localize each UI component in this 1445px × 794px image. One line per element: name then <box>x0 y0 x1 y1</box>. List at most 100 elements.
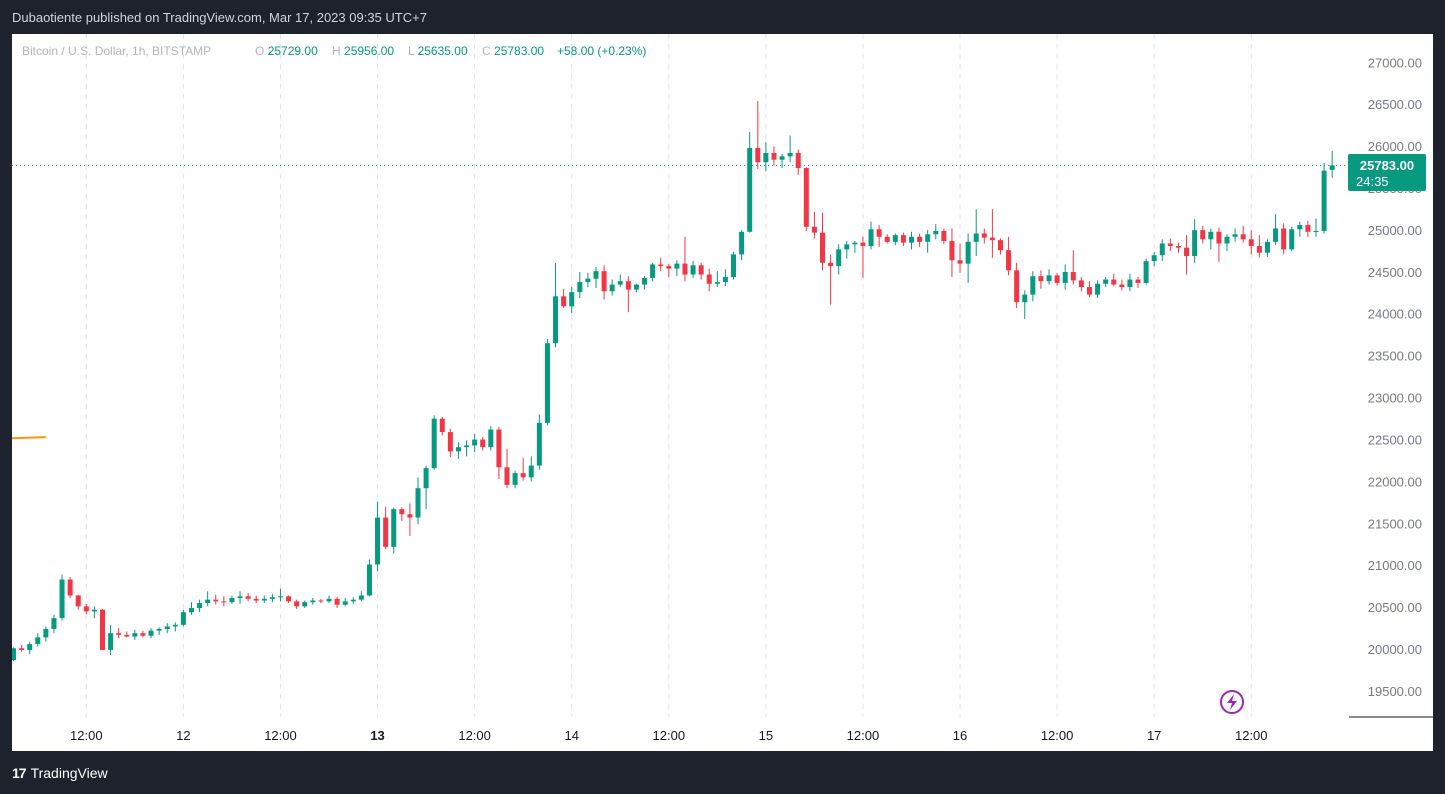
close-value: 25783.00 <box>494 44 544 58</box>
candle-body <box>593 271 599 279</box>
candle-body <box>771 153 777 160</box>
candle-body <box>12 648 16 661</box>
candle <box>1224 234 1230 252</box>
candle <box>59 574 65 621</box>
candle-body <box>366 564 372 596</box>
candle <box>577 272 583 298</box>
candle <box>1297 221 1303 237</box>
candle-body <box>795 153 801 169</box>
candle <box>876 225 882 247</box>
candle-body <box>1240 234 1246 240</box>
candle-body <box>1313 230 1319 232</box>
candle-body <box>1078 280 1084 288</box>
candle-body <box>1151 255 1157 262</box>
published-text: Dubaotiente published on TradingView.com… <box>12 10 427 25</box>
candle <box>795 149 801 175</box>
candle-body <box>1200 230 1206 240</box>
candle-body <box>99 609 105 650</box>
candle-body <box>973 233 979 242</box>
candle-body <box>1256 246 1262 253</box>
candle-body <box>1062 272 1068 283</box>
y-axis-tick-label: 20500.00 <box>1368 600 1422 615</box>
tradingview-brand[interactable]: 17 TradingView <box>12 765 108 781</box>
candle-body <box>1054 275 1060 283</box>
candle-body <box>1216 231 1222 244</box>
candle <box>342 597 348 607</box>
candle-body <box>213 599 219 602</box>
candle-body <box>892 235 898 242</box>
candle-body <box>415 488 421 518</box>
candle-body <box>464 445 470 448</box>
candle-body <box>164 626 170 630</box>
candle-body <box>197 603 203 609</box>
brand-name: TradingView <box>30 765 108 781</box>
candle <box>755 101 761 169</box>
candle-body <box>536 422 542 466</box>
candle <box>965 233 971 283</box>
candle <box>480 437 486 451</box>
candle-body <box>19 648 25 650</box>
candle <box>286 595 292 604</box>
candle-body <box>617 281 623 285</box>
candle <box>1313 218 1319 237</box>
candle-body <box>447 432 453 452</box>
candle <box>197 599 203 613</box>
close-label: C <box>482 44 491 58</box>
high-label: H <box>332 44 341 58</box>
candle <box>108 624 114 655</box>
candle <box>504 448 510 489</box>
candle-body <box>1030 276 1036 295</box>
candle-body <box>1119 284 1125 288</box>
candle <box>601 265 607 300</box>
candle-body <box>1014 270 1020 303</box>
candle-body <box>269 597 275 599</box>
candle-body <box>1022 294 1028 303</box>
candle <box>415 477 421 525</box>
candle <box>1159 239 1165 262</box>
chart-panel[interactable]: 19500.00 20000.00 20500.00 21000.00 21500.00… <box>12 34 1433 751</box>
candle-body <box>229 597 235 603</box>
candle <box>148 628 154 639</box>
candle <box>1305 220 1311 237</box>
candle <box>828 254 834 305</box>
candle <box>900 232 906 247</box>
candle <box>1086 281 1092 298</box>
candle-body <box>1038 276 1044 282</box>
high-value: 25956.00 <box>344 44 394 58</box>
candle <box>464 440 470 457</box>
candle <box>569 287 575 314</box>
candle <box>205 591 211 607</box>
candle-body <box>480 439 486 448</box>
candle <box>520 458 526 481</box>
snapshot-icon[interactable] <box>1220 690 1244 714</box>
candle <box>908 231 914 250</box>
candle <box>407 503 413 536</box>
candle-body <box>1070 272 1076 281</box>
candle <box>536 414 542 470</box>
candle <box>1167 238 1173 252</box>
candle-body <box>91 609 97 612</box>
candlestick-chart[interactable]: 19500.00 20000.00 20500.00 21000.00 21500.00… <box>12 34 1433 751</box>
candle <box>472 433 478 453</box>
candle <box>1006 236 1012 276</box>
candle-body <box>51 618 57 630</box>
y-axis-tick-label: 23500.00 <box>1368 349 1422 364</box>
candle-body <box>75 595 81 607</box>
candle-body <box>811 226 817 233</box>
candle-body <box>714 282 720 284</box>
candle-body <box>180 612 186 625</box>
candle-body <box>1264 241 1270 253</box>
candle-body <box>1232 234 1238 237</box>
candle <box>997 238 1003 255</box>
candle <box>941 228 947 245</box>
candle <box>1151 251 1157 267</box>
candle <box>1143 258 1149 285</box>
candle <box>383 506 389 550</box>
candle <box>747 132 753 233</box>
candle-body <box>1192 230 1198 257</box>
candle-body <box>1224 236 1230 244</box>
candle-body <box>900 235 906 243</box>
candle-body <box>779 156 785 160</box>
candle <box>1232 228 1238 242</box>
candle <box>19 644 25 652</box>
